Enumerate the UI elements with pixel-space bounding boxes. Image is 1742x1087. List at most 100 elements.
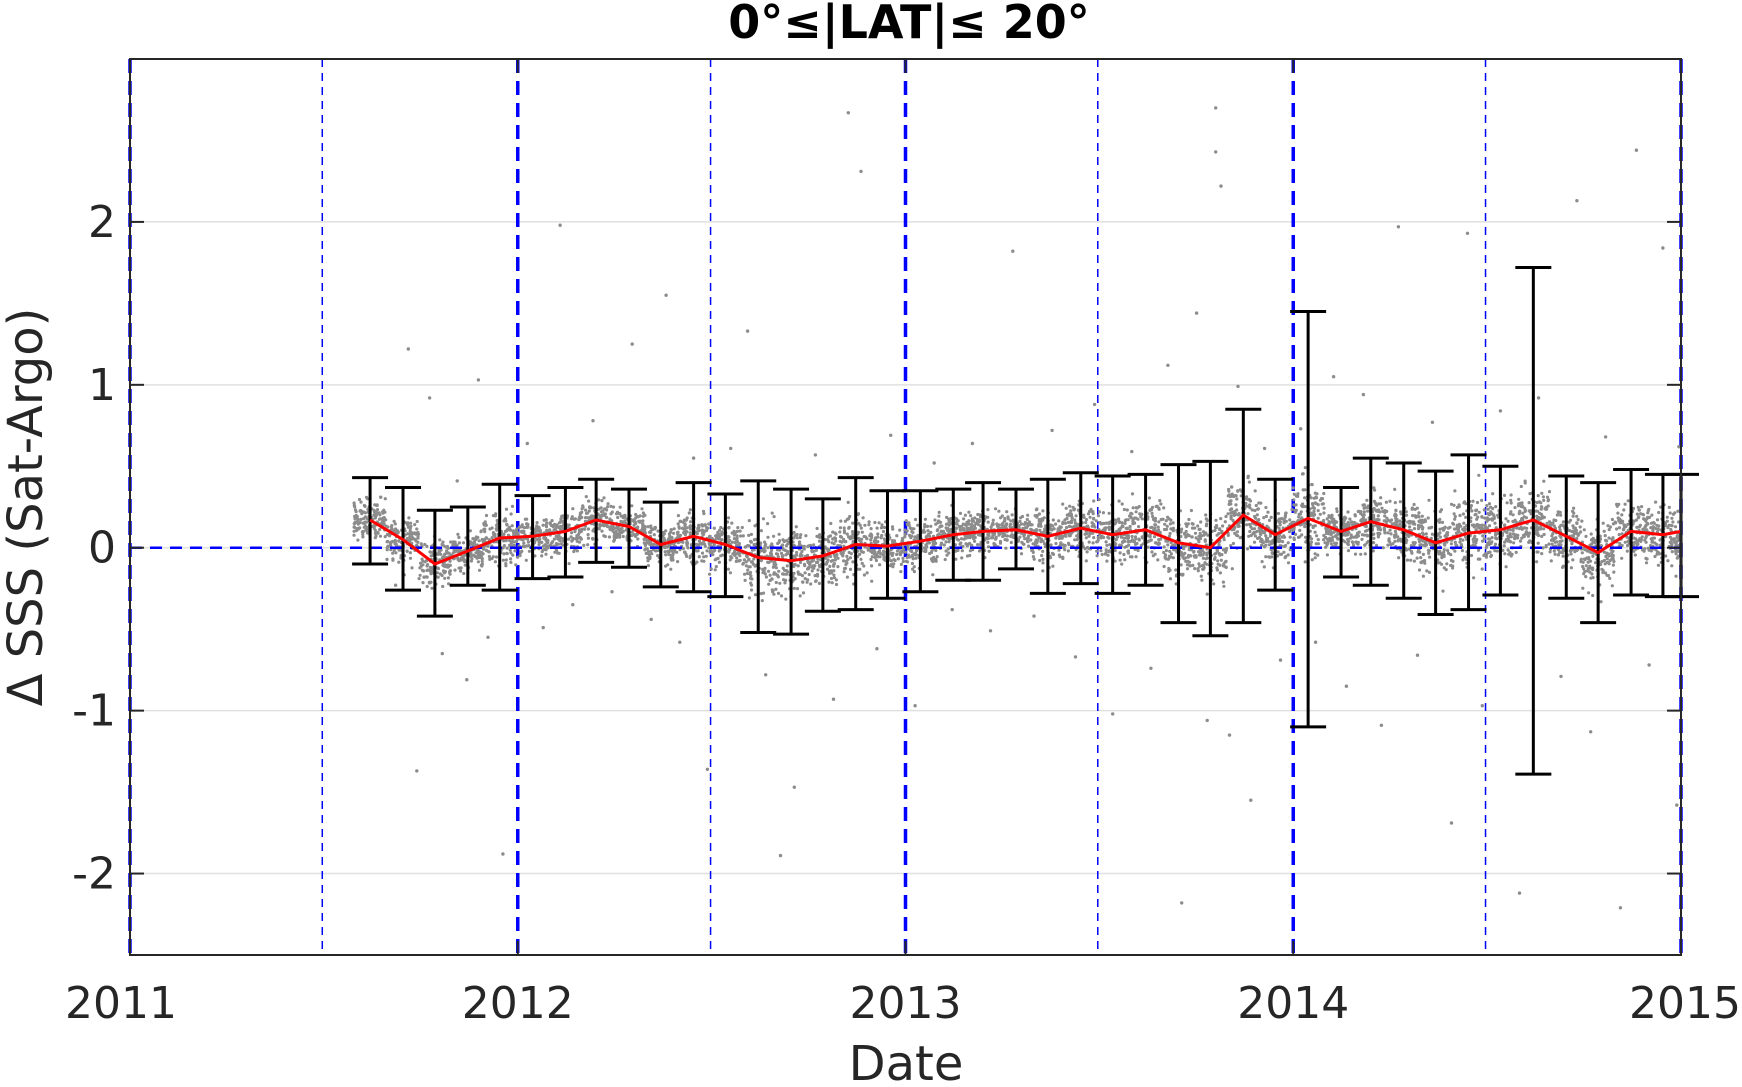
scatter-point <box>962 526 966 531</box>
scatter-point <box>997 509 1001 513</box>
scatter-point <box>1162 527 1167 532</box>
scatter-point <box>767 560 771 565</box>
scatter-point <box>1444 533 1448 537</box>
scatter-point <box>1157 506 1161 510</box>
scatter-point <box>1003 519 1007 523</box>
scatter-point <box>843 540 847 544</box>
scatter-point <box>892 558 896 562</box>
scatter-point <box>543 537 547 541</box>
scatter-point <box>664 529 668 533</box>
scatter-point <box>1233 494 1237 498</box>
scatter-point <box>1120 521 1124 525</box>
scatter-point <box>947 518 951 522</box>
scatter-point <box>362 525 366 529</box>
scatter-point <box>514 563 518 567</box>
scatter-point <box>708 549 713 554</box>
scatter-point <box>812 566 816 570</box>
scatter-point <box>1309 496 1313 500</box>
scatter-point <box>1296 535 1301 540</box>
scatter-point <box>1073 518 1077 522</box>
scatter-point <box>423 542 427 547</box>
scatter-point <box>836 556 840 560</box>
scatter-point <box>556 551 560 555</box>
scatter-point <box>838 530 842 534</box>
scatter-point <box>507 538 512 543</box>
scatter-point <box>567 537 571 541</box>
scatter-point <box>554 534 558 538</box>
scatter-point <box>1316 538 1320 542</box>
scatter-point <box>588 505 592 509</box>
scatter-point <box>889 562 894 567</box>
scatter-point <box>1193 531 1198 535</box>
scatter-point <box>544 552 548 556</box>
scatter-point <box>1300 472 1305 476</box>
scatter-point <box>1472 576 1476 580</box>
scatter-point <box>669 553 673 557</box>
scatter-point <box>504 507 509 511</box>
scatter-point <box>1040 553 1044 558</box>
scatter-point <box>1061 502 1065 506</box>
scatter-point <box>944 549 948 553</box>
scatter-point <box>509 557 513 561</box>
scatter-point <box>1303 496 1307 500</box>
scatter-point <box>778 581 782 585</box>
scatter-point <box>899 570 903 574</box>
scatter-point <box>949 529 953 533</box>
scatter-point <box>441 555 445 560</box>
scatter-point <box>1107 511 1111 515</box>
scatter-point <box>655 549 659 553</box>
scatter-point <box>865 571 869 575</box>
scatter-point <box>1288 535 1292 539</box>
scatter-point <box>703 544 707 548</box>
scatter-point <box>976 543 980 547</box>
scatter-point <box>1197 527 1201 532</box>
scatter-point <box>385 548 389 552</box>
scatter-point <box>1018 535 1022 539</box>
scatter-point <box>1298 528 1302 533</box>
scatter-point <box>944 540 948 544</box>
scatter-point <box>1474 524 1478 528</box>
scatter-point <box>1258 535 1262 540</box>
scatter-point <box>363 504 367 508</box>
scatter-point <box>490 536 494 540</box>
scatter-point <box>1085 550 1089 554</box>
scatter-point <box>643 524 647 529</box>
scatter-point <box>1482 537 1486 541</box>
scatter-point <box>743 572 747 576</box>
scatter-point <box>1020 514 1025 519</box>
scatter-point <box>1009 540 1013 545</box>
scatter-point <box>619 519 623 524</box>
scatter-point <box>697 539 702 543</box>
scatter-point <box>735 556 739 560</box>
scatter-point <box>1493 521 1497 525</box>
scatter-point <box>923 517 928 521</box>
scatter-point <box>392 548 396 553</box>
scatter-point <box>976 512 980 517</box>
scatter-point <box>744 564 749 568</box>
scatter-point <box>860 561 864 566</box>
scatter-point <box>1073 521 1077 525</box>
scatter-point <box>1246 474 1250 478</box>
scatter-point <box>1001 534 1005 539</box>
scatter-point <box>907 523 911 528</box>
scatter-point <box>795 587 800 591</box>
scatter-point <box>1482 508 1486 512</box>
scatter-point <box>1023 537 1027 541</box>
scatter-point <box>702 530 707 534</box>
scatter-point <box>1041 561 1045 565</box>
scatter-point <box>442 564 446 568</box>
scatter-point <box>1446 548 1450 553</box>
scatter-point <box>1095 549 1099 553</box>
scatter-point <box>1236 524 1240 529</box>
scatter-point <box>561 514 565 518</box>
scatter-point <box>1253 489 1257 493</box>
scatter-point <box>881 549 886 554</box>
scatter-point <box>599 510 604 514</box>
scatter-point <box>1420 560 1424 564</box>
scatter-point <box>844 562 848 567</box>
scatter-point <box>1313 556 1317 560</box>
scatter-point <box>535 537 539 542</box>
scatter-point <box>649 549 653 553</box>
scatter-point <box>584 495 588 499</box>
scatter-point <box>1199 574 1203 578</box>
